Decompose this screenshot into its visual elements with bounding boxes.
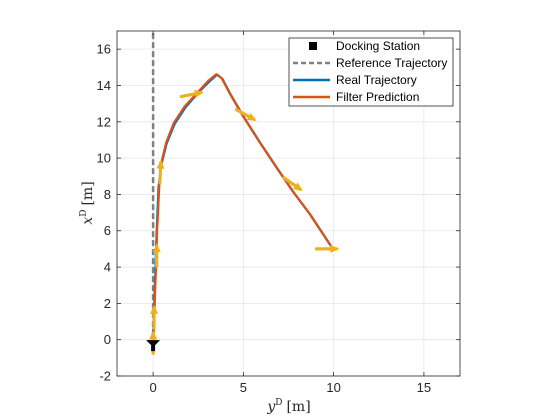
legend-label-filter-prediction: Filter Prediction	[336, 90, 419, 104]
pose-arrow-head	[293, 182, 303, 191]
x-axis-label: yD [m]	[266, 398, 310, 415]
legend-label-docking-station: Docking Station	[336, 39, 420, 53]
axes-box	[116, 30, 461, 377]
y-tick-label: 4	[104, 260, 111, 275]
y-tick-label: 14	[97, 78, 111, 93]
pose-arrow-head	[156, 159, 165, 169]
pose-arrow	[152, 243, 161, 268]
legend-label-real-trajectory: Real Trajectory	[336, 73, 417, 87]
y-tick-label: 8	[104, 187, 111, 202]
plot-content	[146, 31, 340, 355]
y-tick-label: 12	[97, 114, 111, 129]
pose-arrow	[314, 244, 340, 253]
pose-arrow-head	[194, 89, 204, 98]
pose-arrow	[150, 304, 159, 330]
legend-marker-docking-station	[309, 42, 317, 50]
pose-arrow-head	[150, 304, 159, 314]
axis-ticks: 0 5 10 15 -2 0 2 4 6 8 10 12 14 16	[97, 31, 460, 395]
pose-arrow	[156, 159, 165, 185]
pose-arrow-head	[330, 244, 340, 253]
x-tick-label: 10	[326, 380, 340, 395]
legend-label-reference-trajectory: Reference Trajectory	[336, 56, 447, 70]
x-tick-label: 5	[240, 380, 247, 395]
x-tick-label: 0	[149, 380, 156, 395]
pose-arrow	[282, 176, 303, 191]
pose-arrow-head	[246, 112, 257, 121]
y-axis-label: xD[m]	[79, 181, 96, 224]
docking-station-marker	[146, 340, 161, 352]
y-tick-label: 10	[97, 151, 111, 166]
y-tick-label: 0	[104, 332, 111, 347]
y-tick-label: 6	[104, 223, 111, 238]
y-tick-label: 2	[104, 296, 111, 311]
pose-arrow-head	[152, 243, 161, 253]
legend: Docking Station Reference Trajectory Rea…	[288, 37, 454, 107]
x-tick-label: 15	[417, 380, 431, 395]
pose-arrow-head	[149, 330, 158, 340]
pose-arrow	[234, 108, 257, 121]
y-tick-label: 16	[97, 42, 111, 57]
y-tick-label: -2	[99, 369, 111, 384]
pose-arrow	[179, 89, 204, 99]
